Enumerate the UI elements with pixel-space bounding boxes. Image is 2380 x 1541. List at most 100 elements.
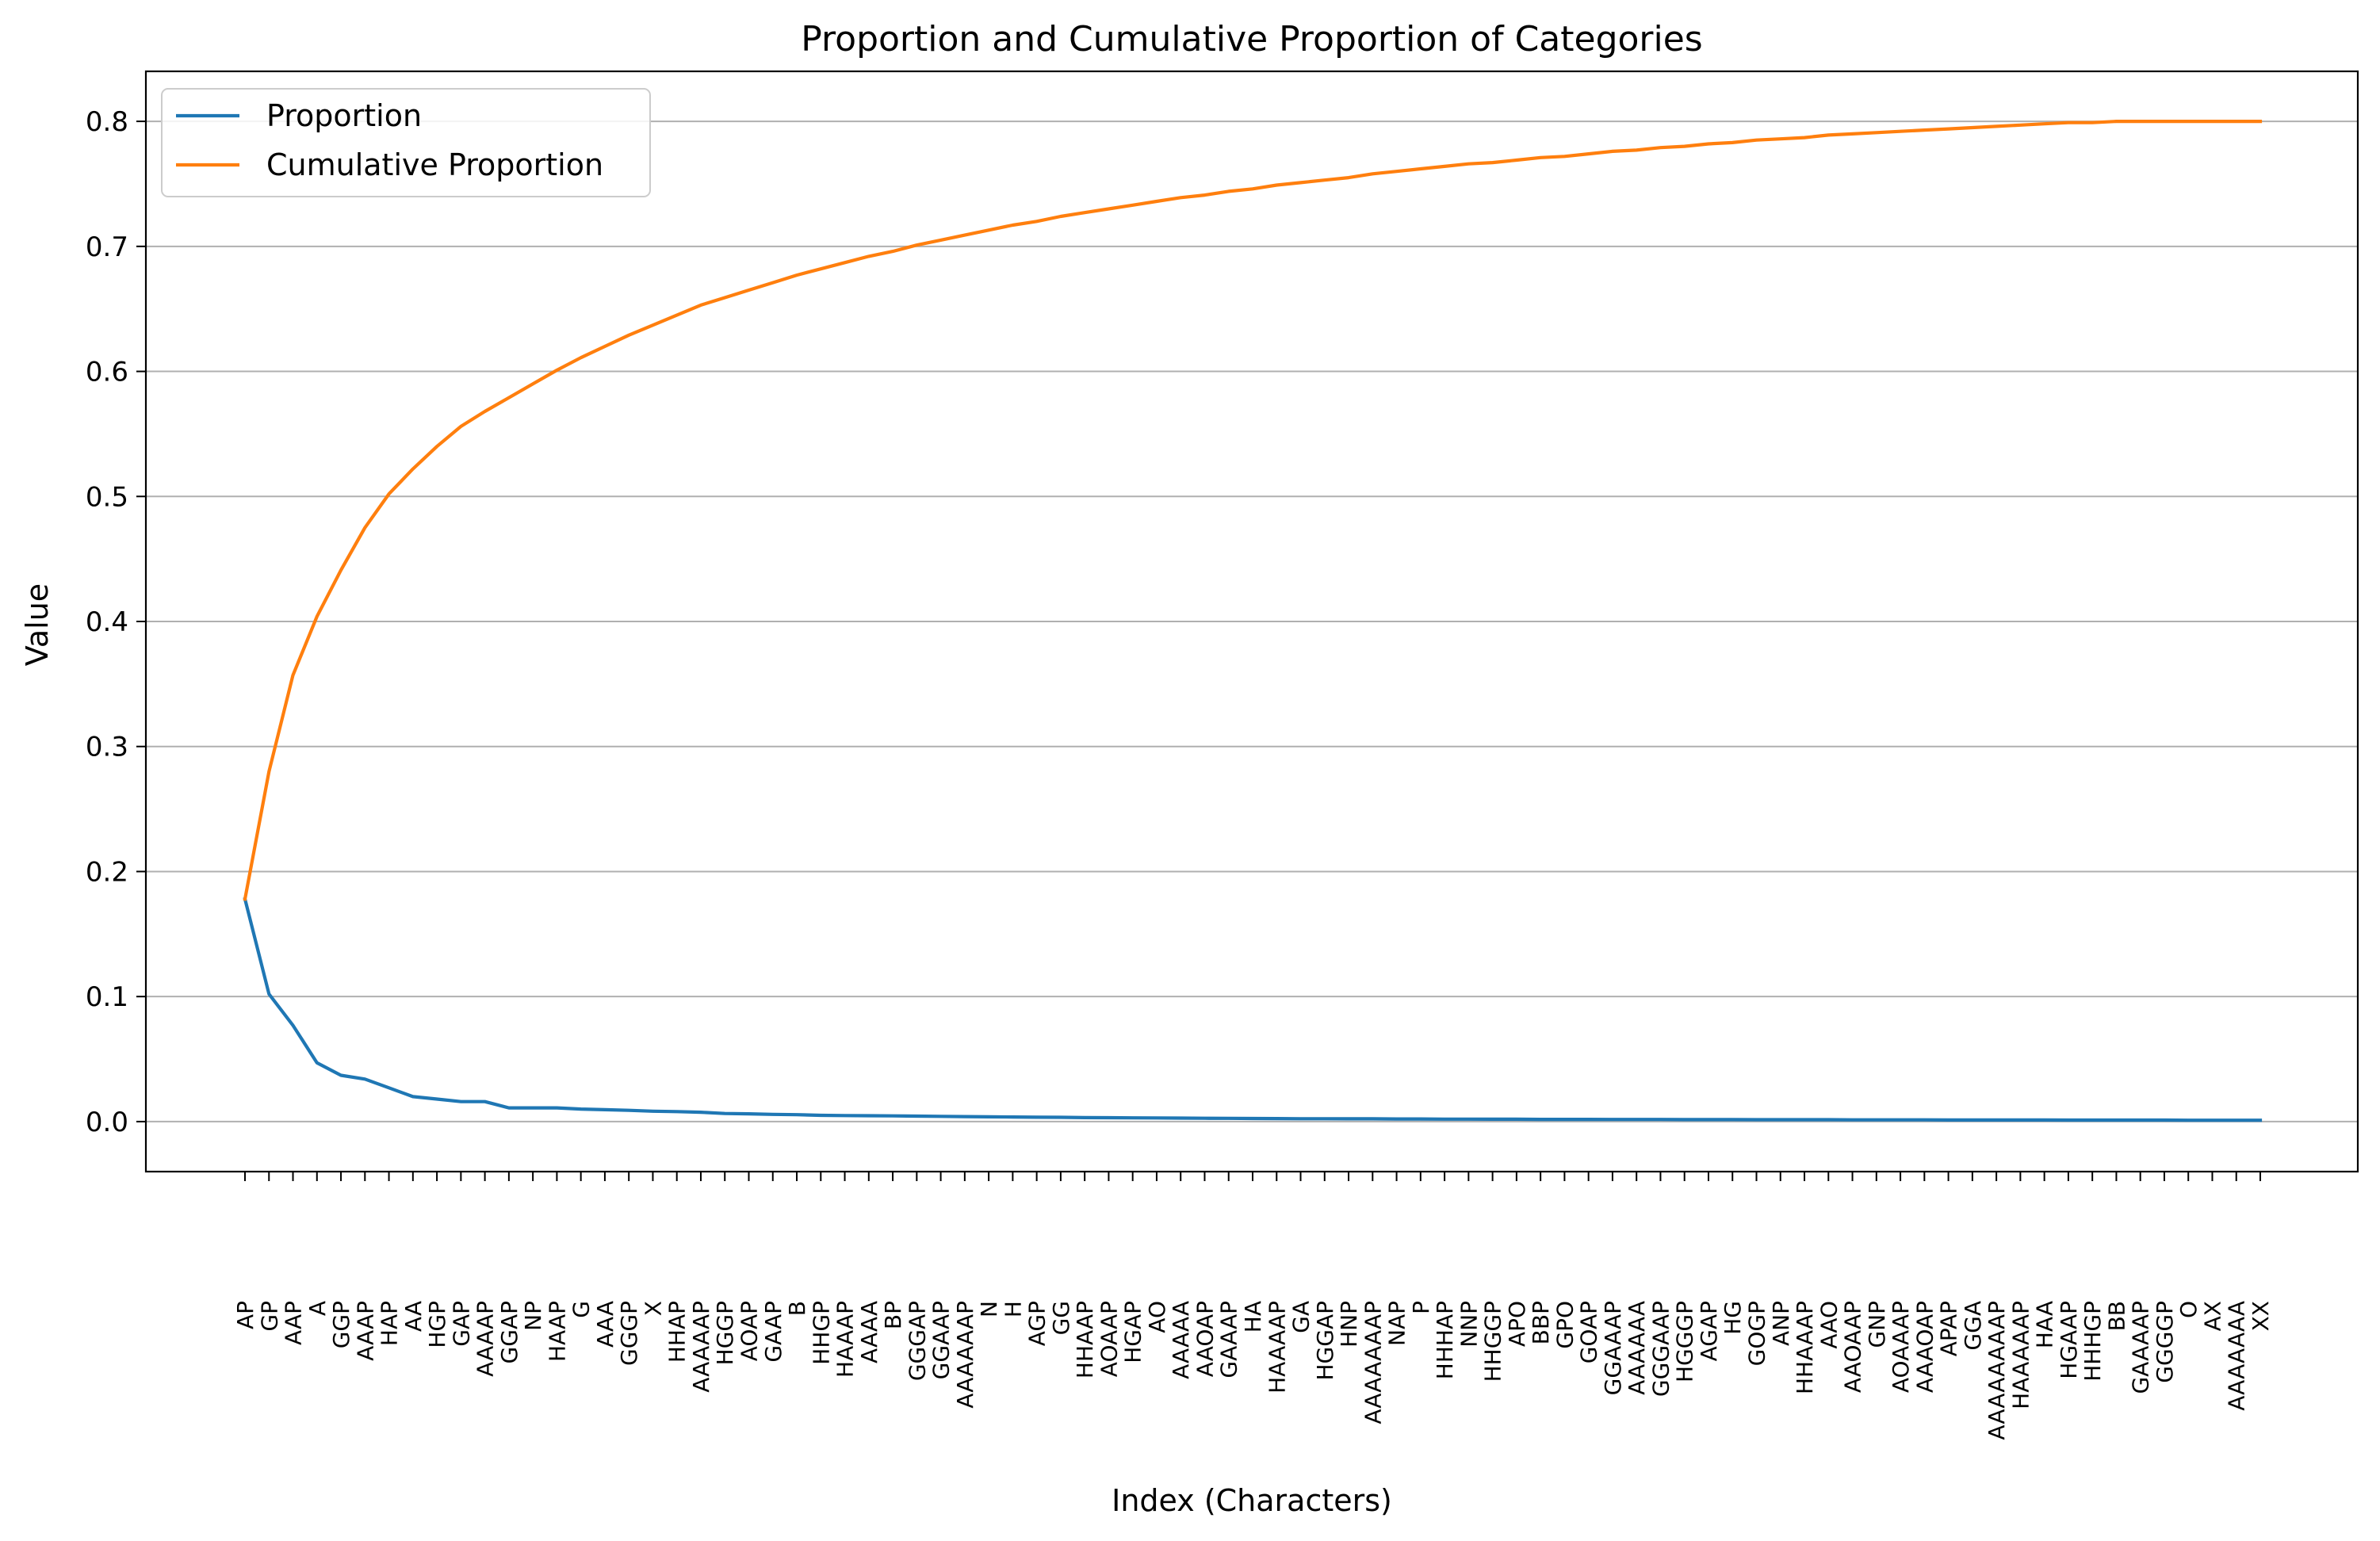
x-tick-label: HG xyxy=(1720,1301,1746,1335)
x-tick-label: NNP xyxy=(1456,1301,1482,1348)
x-tick-label: AAAAAAA xyxy=(2224,1301,2250,1411)
x-tick-label: AAAAAA xyxy=(1624,1301,1650,1395)
series-line-proportion xyxy=(243,897,2263,1122)
x-tick-label: HHAAAP xyxy=(1792,1301,1818,1394)
x-tick-label: BP xyxy=(880,1301,906,1329)
x-tick-label: NP xyxy=(520,1301,546,1331)
x-tick-label: A xyxy=(304,1301,331,1316)
x-tick-label: B xyxy=(784,1301,810,1316)
x-tick-label: AAA xyxy=(592,1301,618,1348)
x-axis-label: Index (Characters) xyxy=(1112,1483,1392,1518)
x-tick-label: AOAP xyxy=(737,1301,763,1361)
x-tick-label: P xyxy=(1408,1301,1434,1314)
x-tick-label: GGGP xyxy=(616,1301,642,1366)
x-tick-label: AAAAAAP xyxy=(952,1301,978,1409)
x-tick-label: HHHAP xyxy=(1432,1301,1458,1379)
x-tick-label: HHAP xyxy=(664,1301,691,1363)
x-tick-label: AAAAAAAAP xyxy=(1984,1301,2010,1440)
x-tick-label: AGP xyxy=(1024,1301,1050,1346)
legend: Proportion Cumulative Proportion xyxy=(161,88,651,197)
x-tick-label: HAAAAAP xyxy=(2007,1301,2034,1409)
x-tick-label: AGAP xyxy=(1696,1301,1722,1361)
x-tick-label: APO xyxy=(1504,1301,1530,1347)
x-tick-label: AAAA xyxy=(856,1301,882,1363)
x-tick-label: X xyxy=(640,1301,666,1316)
x-tick-label: HGGGP xyxy=(1672,1301,1698,1382)
x-tick-label: HHGP xyxy=(808,1301,834,1365)
x-tick-label: GAAAAP xyxy=(2128,1301,2154,1394)
x-tick-label: AAAOAP xyxy=(1911,1301,1938,1393)
y-tick-label: 0.7 xyxy=(86,231,128,263)
x-tick-label: BB xyxy=(2103,1301,2129,1331)
x-tick-label: GGAP xyxy=(496,1301,522,1363)
x-tick-label: APAP xyxy=(1936,1301,1962,1356)
x-tick-label: GAP xyxy=(448,1301,474,1347)
x-tick-label: HHHGP xyxy=(2080,1301,2106,1382)
x-tick-label: HGAAP xyxy=(2056,1301,2082,1379)
x-tick-label: AAAAAAAP xyxy=(1360,1301,1386,1424)
x-tick-label: AO xyxy=(1144,1301,1170,1333)
legend-box xyxy=(161,88,651,197)
x-tick-label: ANP xyxy=(1768,1301,1794,1346)
x-tick-label: AAOAP xyxy=(1192,1301,1218,1377)
x-tick-label: GP xyxy=(256,1301,282,1332)
series-layer xyxy=(243,120,2263,1122)
x-tick-label: GAAAP xyxy=(1216,1301,1242,1378)
x-tick-label: GOGP xyxy=(1744,1301,1770,1366)
x-tick-label: GGAAAP xyxy=(1600,1301,1626,1395)
x-tick-label: HHAAP xyxy=(1072,1301,1098,1378)
y-tick-label: 0.2 xyxy=(86,856,128,888)
y-axis: 0.0 0.1 0.2 0.3 0.4 0.5 0.6 0.7 0.8 xyxy=(86,106,146,1138)
x-tick-label: GGGGP xyxy=(2152,1301,2178,1383)
x-tick-label: AOAAAP xyxy=(1888,1301,1914,1393)
y-tick-label: 0.0 xyxy=(86,1107,128,1138)
x-tick-label: HAP xyxy=(377,1301,403,1346)
x-tick-label: G xyxy=(568,1301,595,1318)
x-tick-label: GG xyxy=(1048,1301,1074,1335)
y-tick-label: 0.1 xyxy=(86,981,128,1013)
x-tick-label: NAP xyxy=(1384,1301,1410,1346)
x-tick-label: AAAAP xyxy=(473,1301,499,1377)
x-tick-label: AAO xyxy=(1816,1301,1842,1349)
series-line-cumulative-proportion xyxy=(243,120,2263,901)
x-tick-label: HGP xyxy=(424,1301,450,1348)
y-tick-label: 0.8 xyxy=(86,106,128,138)
x-tick-label: AAP xyxy=(281,1301,307,1345)
x-tick-label: BBP xyxy=(1528,1301,1554,1344)
x-tick-label: AAOAAP xyxy=(1840,1301,1866,1393)
x-tick-label: H xyxy=(1000,1301,1026,1317)
x-tick-label: HAAAAP xyxy=(1264,1301,1290,1394)
x-tick-label: GAAP xyxy=(760,1301,786,1363)
x-tick-label: AAAP xyxy=(352,1301,378,1361)
x-axis: APGPAAPAGGPAAAPHAPAAHGPGAPAAAAPGGAPNPHAA… xyxy=(232,1172,2274,1440)
plot-area-frame xyxy=(144,70,2359,1173)
x-tick-label: GGP xyxy=(328,1301,354,1348)
x-tick-label: HGGP xyxy=(712,1301,738,1365)
x-tick-label: XX xyxy=(2248,1301,2274,1331)
x-tick-label: AX xyxy=(2199,1301,2225,1331)
x-tick-label: GGAAP xyxy=(928,1301,955,1379)
x-tick-label: GA xyxy=(1288,1301,1314,1333)
x-tick-label: HAAAP xyxy=(832,1301,859,1378)
x-tick-label: GOAP xyxy=(1576,1301,1602,1363)
x-tick-label: AP xyxy=(232,1301,258,1329)
x-tick-label: HAAP xyxy=(544,1301,570,1362)
x-tick-label: N xyxy=(976,1301,1002,1317)
x-tick-label: HHGGP xyxy=(1480,1301,1506,1382)
x-tick-label: GGA xyxy=(1960,1301,1986,1351)
x-tick-label: GPO xyxy=(1552,1301,1578,1349)
y-tick-label: 0.6 xyxy=(86,357,128,388)
x-tick-label: HA xyxy=(1240,1301,1266,1333)
x-tick-label: GGGAAP xyxy=(1647,1301,1674,1397)
x-tick-label: O xyxy=(2175,1301,2202,1318)
x-tick-label: HNP xyxy=(1336,1301,1362,1348)
x-tick-label: HGGAP xyxy=(1312,1301,1338,1381)
x-tick-label: GNP xyxy=(1864,1301,1890,1348)
x-tick-label: AOAAP xyxy=(1096,1301,1122,1377)
x-tick-label: AA xyxy=(400,1301,427,1332)
y-axis-label: Value xyxy=(20,583,55,666)
y-tick-label: 0.5 xyxy=(86,481,128,513)
